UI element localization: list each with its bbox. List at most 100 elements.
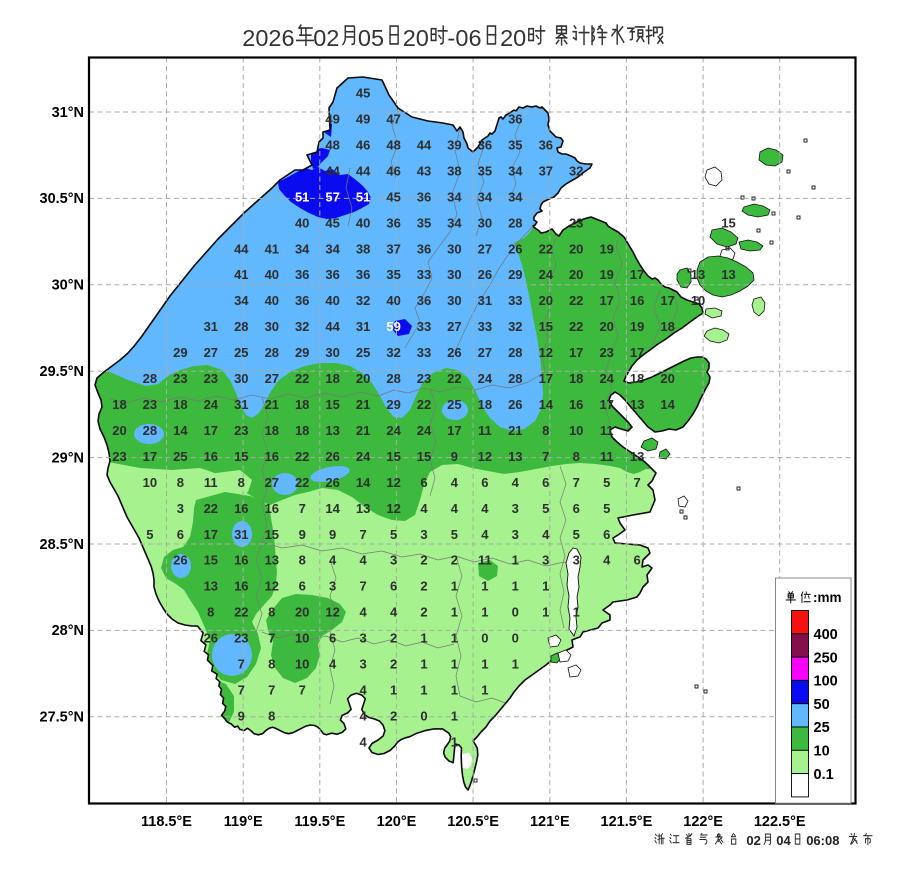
svg-text:29.5°N: 29.5°N <box>40 364 85 380</box>
svg-text:18: 18 <box>325 371 339 386</box>
svg-text:3: 3 <box>420 527 427 542</box>
svg-text:7: 7 <box>359 527 366 542</box>
svg-text:02: 02 <box>746 833 760 848</box>
svg-text:119.5°E: 119.5°E <box>294 814 345 830</box>
svg-text:13: 13 <box>630 449 644 464</box>
svg-text:5: 5 <box>390 527 397 542</box>
svg-text:27: 27 <box>204 345 218 360</box>
svg-text:28°N: 28°N <box>52 623 84 639</box>
svg-text:20: 20 <box>599 319 613 334</box>
svg-text:18: 18 <box>660 319 674 334</box>
svg-text:5: 5 <box>451 527 458 542</box>
svg-text:25: 25 <box>356 345 370 360</box>
svg-text:15: 15 <box>386 449 400 464</box>
svg-text:121°E: 121°E <box>530 814 570 830</box>
svg-text:6: 6 <box>603 527 610 542</box>
svg-text:2: 2 <box>390 657 397 672</box>
svg-text:15: 15 <box>265 527 279 542</box>
svg-text:05: 05 <box>358 25 384 51</box>
svg-text:9: 9 <box>238 708 245 723</box>
svg-text:19: 19 <box>630 319 644 334</box>
svg-text:31: 31 <box>234 397 248 412</box>
svg-text:6: 6 <box>420 475 427 490</box>
svg-text:36: 36 <box>386 215 400 230</box>
svg-text:0: 0 <box>481 631 488 646</box>
svg-text:31°N: 31°N <box>52 105 84 121</box>
svg-text:36: 36 <box>356 267 370 282</box>
svg-text:34: 34 <box>508 163 523 178</box>
svg-text:30: 30 <box>265 319 279 334</box>
svg-text:16: 16 <box>630 293 644 308</box>
svg-text:16: 16 <box>204 449 218 464</box>
svg-text:1: 1 <box>512 579 519 594</box>
svg-text:18: 18 <box>173 397 187 412</box>
svg-text:36: 36 <box>417 189 431 204</box>
svg-text:21: 21 <box>508 423 522 438</box>
svg-text:17: 17 <box>539 371 553 386</box>
svg-text:45: 45 <box>325 215 339 230</box>
svg-text:33: 33 <box>508 293 522 308</box>
svg-text:25: 25 <box>814 720 830 736</box>
svg-text:1: 1 <box>420 631 427 646</box>
svg-text:19: 19 <box>599 267 613 282</box>
svg-text:6: 6 <box>390 579 397 594</box>
svg-text:4: 4 <box>603 553 611 568</box>
svg-text:41: 41 <box>265 241 279 256</box>
svg-text:15: 15 <box>539 319 553 334</box>
svg-text:28: 28 <box>265 345 279 360</box>
svg-text:6: 6 <box>299 579 306 594</box>
svg-text:39: 39 <box>447 138 461 153</box>
svg-text:5: 5 <box>573 527 580 542</box>
svg-text:2026: 2026 <box>242 25 294 51</box>
svg-text:24: 24 <box>417 423 432 438</box>
svg-text:22: 22 <box>569 293 583 308</box>
svg-text:36: 36 <box>295 267 309 282</box>
svg-text:10: 10 <box>143 475 157 490</box>
svg-text:10: 10 <box>691 293 705 308</box>
svg-text:30: 30 <box>447 267 461 282</box>
svg-text:35: 35 <box>508 138 522 153</box>
svg-text:23: 23 <box>569 215 583 230</box>
svg-text:0: 0 <box>512 631 519 646</box>
svg-text:13: 13 <box>204 579 218 594</box>
svg-text:22: 22 <box>417 397 431 412</box>
svg-text:7: 7 <box>238 657 245 672</box>
svg-text:48: 48 <box>325 138 339 153</box>
svg-text:36: 36 <box>478 138 492 153</box>
svg-text:2: 2 <box>420 579 427 594</box>
svg-text:8: 8 <box>268 708 275 723</box>
svg-text:4: 4 <box>420 501 428 516</box>
svg-text:21: 21 <box>356 397 370 412</box>
svg-text:36: 36 <box>417 293 431 308</box>
svg-text:29: 29 <box>508 267 522 282</box>
svg-text:7: 7 <box>299 683 306 698</box>
svg-text:1: 1 <box>542 579 549 594</box>
svg-text:10: 10 <box>569 423 583 438</box>
svg-text:9: 9 <box>451 449 458 464</box>
svg-text:23: 23 <box>143 397 157 412</box>
svg-text:21: 21 <box>356 423 370 438</box>
svg-text:28: 28 <box>508 215 522 230</box>
svg-text:59: 59 <box>386 319 400 334</box>
svg-text:120.5°E: 120.5°E <box>447 814 499 830</box>
svg-text:4: 4 <box>451 501 459 516</box>
svg-text:31: 31 <box>478 293 492 308</box>
svg-text:26: 26 <box>478 267 492 282</box>
svg-text:27: 27 <box>447 319 461 334</box>
svg-text:34: 34 <box>295 241 310 256</box>
svg-text:24: 24 <box>356 449 371 464</box>
svg-text:18: 18 <box>569 371 583 386</box>
svg-text:4: 4 <box>329 553 337 568</box>
svg-text:5: 5 <box>603 475 610 490</box>
svg-text:38: 38 <box>447 163 461 178</box>
svg-text:19: 19 <box>599 241 613 256</box>
svg-text:36: 36 <box>539 138 553 153</box>
svg-text:4: 4 <box>481 501 489 516</box>
svg-text:23: 23 <box>599 345 613 360</box>
svg-text:23: 23 <box>173 371 187 386</box>
svg-text:2: 2 <box>420 553 427 568</box>
svg-text:2: 2 <box>451 553 458 568</box>
svg-text:12: 12 <box>265 579 279 594</box>
svg-text:8: 8 <box>177 475 184 490</box>
svg-text:1: 1 <box>481 605 488 620</box>
